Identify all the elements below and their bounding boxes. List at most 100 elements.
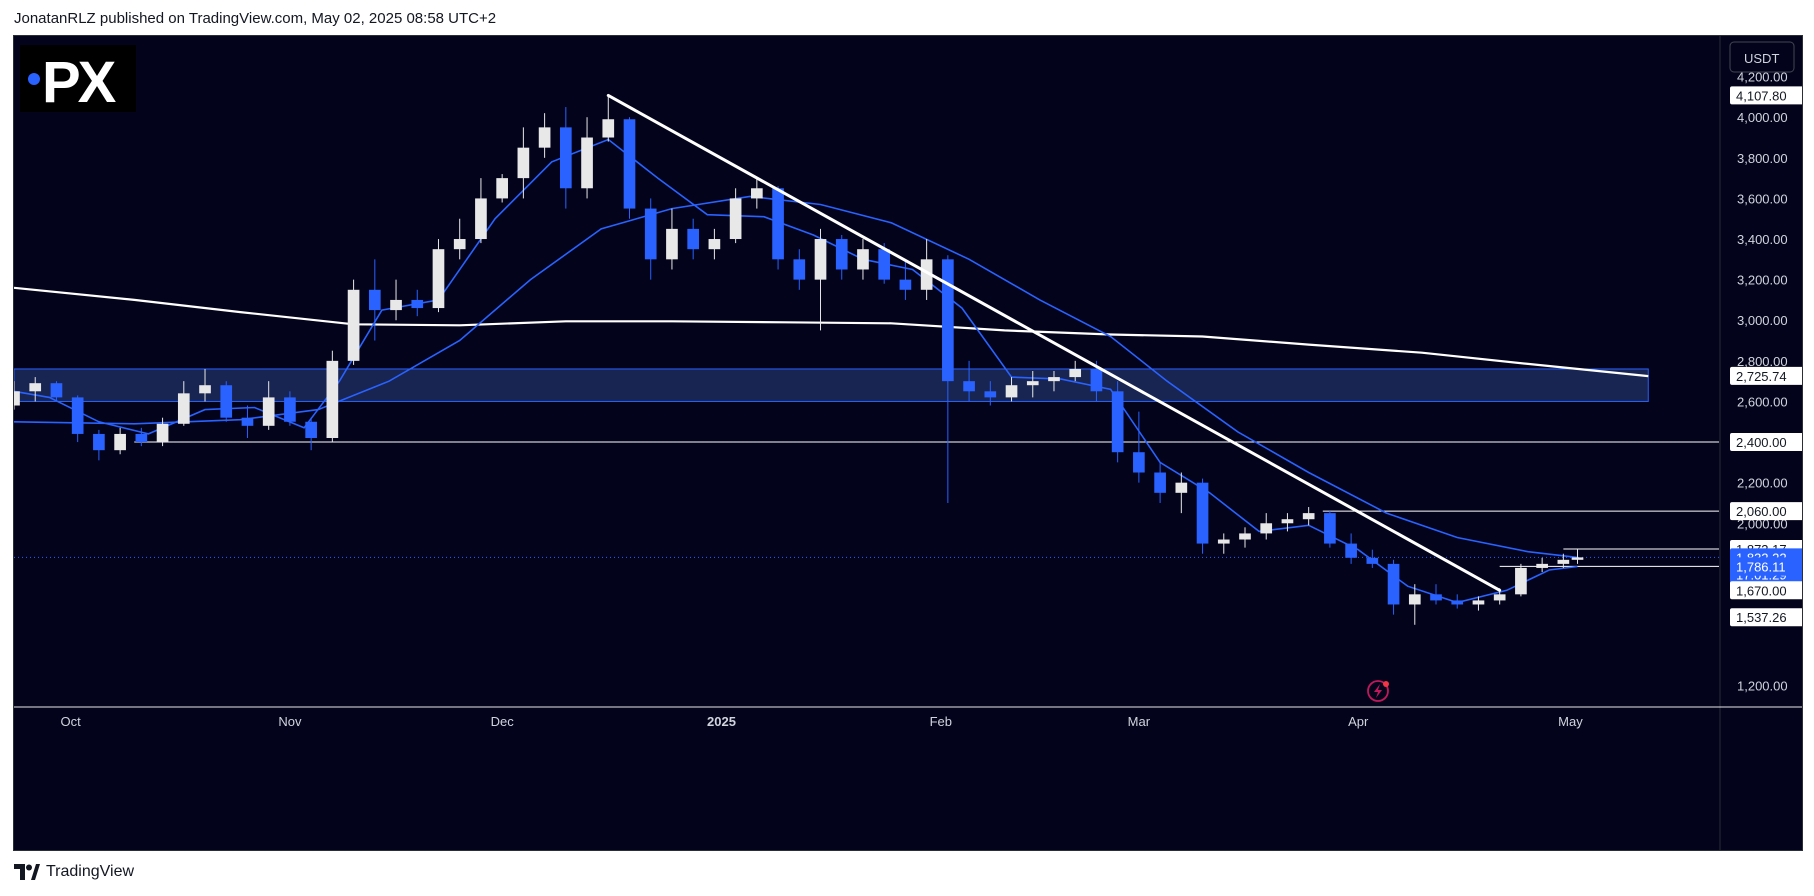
candle-body xyxy=(1557,559,1570,564)
price-label-badge xyxy=(1730,608,1802,627)
price-label-badge xyxy=(1730,433,1802,452)
time-axis-tick-label: 2025 xyxy=(707,714,736,729)
price-axis-tick-label: 2,800.00 xyxy=(1737,354,1788,369)
candle-body xyxy=(772,188,784,260)
candle-body xyxy=(1324,513,1336,544)
price-axis-tick-label: 3,400.00 xyxy=(1737,232,1788,247)
price-label-badge xyxy=(1730,557,1802,576)
candle-body xyxy=(920,259,933,290)
candle-body xyxy=(305,421,317,438)
candle-body xyxy=(857,249,869,270)
candle-body xyxy=(432,249,445,309)
candle-body xyxy=(1408,594,1421,605)
candle-body xyxy=(1515,567,1527,595)
price-axis-tick-label: 2,600.00 xyxy=(1737,394,1788,409)
candle-body xyxy=(666,228,678,260)
price-label-text: 1,670.00 xyxy=(1736,583,1787,598)
time-axis-tick-label: Feb xyxy=(930,714,952,729)
candle-body xyxy=(1387,563,1400,605)
candle-body xyxy=(177,393,190,424)
candle-body xyxy=(475,198,487,240)
candle-body xyxy=(1005,385,1018,398)
chart-background xyxy=(14,36,1802,850)
candle-body xyxy=(50,383,63,398)
alert-lightning-icon[interactable] xyxy=(1367,680,1389,702)
candle-body xyxy=(347,289,360,361)
candle-body xyxy=(411,299,424,309)
price-axis-tick-label: 4,200.00 xyxy=(1737,70,1788,85)
candle-body xyxy=(1302,513,1315,520)
candle-body xyxy=(1430,594,1442,601)
chart-panel[interactable]: 4,200.00 4,000.00 3,800.00 3,600.00 3,400.00… xyxy=(13,35,1803,851)
price-label-text: 1,786.11 xyxy=(1736,560,1786,575)
price-axis-tick-label: 4,000.00 xyxy=(1737,110,1788,125)
candle-body xyxy=(623,119,636,209)
candle-body xyxy=(942,259,954,382)
candle-body xyxy=(538,127,551,148)
time-axis-tick-label: Oct xyxy=(60,714,81,729)
price-label-badge xyxy=(1730,86,1802,105)
candle-body xyxy=(390,299,402,311)
tradingview-footer[interactable]: TradingView xyxy=(14,863,134,881)
px-logo-text: PX xyxy=(42,50,117,115)
candle-body xyxy=(1239,533,1251,540)
candle-body xyxy=(899,279,912,290)
candle-body xyxy=(1196,482,1209,544)
candle-body xyxy=(262,397,275,426)
candle-body xyxy=(220,385,233,418)
candle-body xyxy=(1217,539,1230,544)
candle-body xyxy=(1451,600,1464,605)
price-label-text: 4,107.80 xyxy=(1736,88,1787,103)
price-axis-tick-label: 3,800.00 xyxy=(1737,151,1788,166)
candle-body xyxy=(135,433,148,443)
candle-body xyxy=(1069,368,1082,378)
candle-body xyxy=(984,391,997,398)
price-label-badge xyxy=(1730,581,1802,600)
candle-body xyxy=(1536,563,1548,568)
price-axis-tick-label: 3,000.00 xyxy=(1737,313,1788,328)
time-axis-tick-label: Mar xyxy=(1128,714,1151,729)
price-axis-tick-label: 3,200.00 xyxy=(1737,273,1788,288)
price-axis-tick-label: 1,200.00 xyxy=(1737,679,1788,694)
price-label-text: 2,400.00 xyxy=(1736,435,1787,450)
candle-body xyxy=(453,239,466,250)
price-label-badge xyxy=(1730,366,1802,385)
time-axis-tick-label: Dec xyxy=(491,714,515,729)
time-axis-tick-label: Apr xyxy=(1348,714,1369,729)
price-chart[interactable]: 4,200.00 4,000.00 3,800.00 3,600.00 3,400.00… xyxy=(14,36,1803,851)
price-axis-tick-label: 3,600.00 xyxy=(1737,191,1788,206)
candle-body xyxy=(559,127,572,189)
publish-info: JonatanRLZ published on TradingView.com,… xyxy=(14,10,497,27)
candle-body xyxy=(1493,594,1506,601)
candle-body xyxy=(1154,472,1166,493)
tradingview-logo-icon xyxy=(14,864,40,880)
price-label-text: 2,060.00 xyxy=(1736,504,1787,519)
currency-selector[interactable] xyxy=(1729,41,1795,73)
candle-body xyxy=(114,433,126,451)
candle-body xyxy=(71,397,84,434)
candle-body xyxy=(93,433,105,451)
price-label-badge xyxy=(1730,502,1802,521)
candle-body xyxy=(1281,519,1294,524)
descending-trendline[interactable] xyxy=(606,93,1502,592)
px-logo-dot xyxy=(28,73,40,85)
time-axis-tick-label: May xyxy=(1558,714,1583,729)
candle-body xyxy=(517,147,530,179)
support-resistance-zone xyxy=(14,368,1649,402)
candle-body xyxy=(835,239,848,270)
candle-body xyxy=(368,289,381,311)
candle-body xyxy=(708,239,721,250)
price-axis-tick-label: 2,200.00 xyxy=(1737,476,1788,491)
candle-body xyxy=(29,383,42,392)
tradingview-brand: TradingView xyxy=(46,863,135,880)
candle-body xyxy=(729,198,742,240)
candle-body xyxy=(496,178,508,199)
candle-body xyxy=(1472,600,1485,605)
candle-body xyxy=(751,188,763,199)
candle-body xyxy=(1366,557,1379,564)
candle-body xyxy=(1345,543,1357,558)
time-axis-tick-label: Nov xyxy=(278,714,302,729)
moving-average-line-ma_200 xyxy=(14,286,1649,378)
candle-body xyxy=(1133,452,1145,473)
candle-body xyxy=(963,381,975,392)
